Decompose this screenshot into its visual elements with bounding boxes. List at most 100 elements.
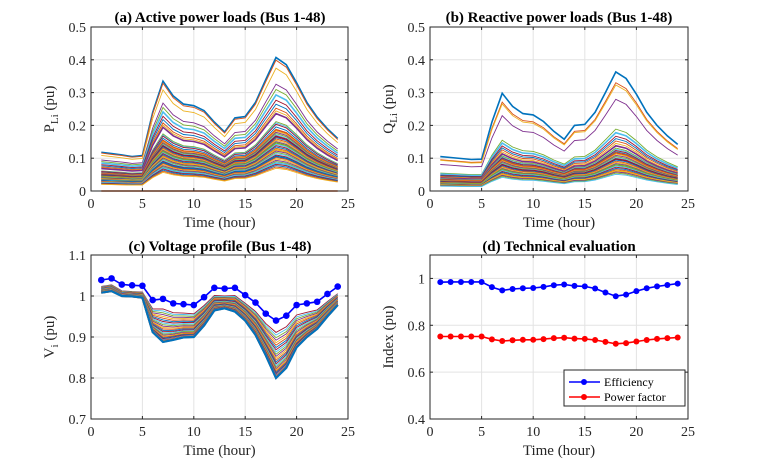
panel-a-active-power: (a) Active power loads (Bus 1-48) 0 5 10 15…	[42, 10, 355, 231]
source-bus-voltage-point	[231, 284, 239, 292]
y-axis-label: Index (pu)	[381, 306, 397, 369]
axes-box	[90, 26, 349, 192]
x-tick-label: 5	[478, 425, 485, 440]
y-axis-label-subscript: i	[49, 344, 61, 347]
load-series-line	[101, 99, 338, 169]
source-bus-voltage-point	[139, 282, 146, 290]
source-bus-voltage-point	[180, 300, 187, 308]
data-point-efficiency	[530, 285, 537, 292]
legend-box	[563, 369, 686, 407]
source-bus-voltage-point	[334, 283, 342, 290]
x-axis-label: Time (hour)	[183, 215, 255, 231]
source-bus-voltage-point	[324, 290, 331, 298]
x-tick-label: 5	[478, 197, 485, 212]
source-bus-voltage-point	[221, 285, 228, 292]
source-bus-voltage-point	[303, 300, 311, 307]
x-tick-label: 20	[290, 425, 304, 440]
legend-marker-efficiency	[581, 379, 587, 385]
data-point-power-factor	[519, 336, 526, 343]
load-series-line	[101, 59, 339, 158]
data-point-power-factor	[488, 336, 495, 343]
y-tick-label: 0.3	[408, 87, 426, 102]
y-tick-label: 0.7	[69, 413, 87, 428]
data-point-efficiency	[581, 283, 588, 290]
y-tick-label: 0.5	[69, 21, 87, 36]
load-series-line	[101, 112, 339, 172]
x-tick-label: 10	[187, 197, 201, 212]
data-point-efficiency	[488, 284, 495, 291]
y-axis-label: QLi (pu)	[381, 84, 400, 133]
panel-d-axes: 0 5 10 15 20 25 0.4 0.6 0.8 1 Time (hour) Index (pu…	[381, 254, 695, 459]
source-bus-voltage-point	[272, 317, 280, 324]
load-series-line	[440, 135, 678, 177]
y-axis-label: Vi (pu)	[42, 316, 61, 359]
data-point-power-factor	[654, 335, 661, 342]
y-axis-label-main: Q	[381, 123, 397, 134]
y-tick-label: 0.4	[408, 54, 426, 69]
source-bus-voltage-point	[97, 276, 105, 284]
data-point-power-factor	[602, 338, 609, 345]
load-series-line	[101, 93, 339, 168]
source-bus-voltage-point	[108, 275, 115, 282]
panel-d-plot-area	[437, 278, 681, 347]
data-point-efficiency	[664, 281, 671, 288]
y-tick-label: 0.3	[69, 87, 87, 102]
y-axis-label-unit: (pu)	[42, 86, 58, 115]
y-tick-label: 0	[79, 185, 86, 200]
x-tick-label: 10	[526, 197, 540, 212]
x-tick-label: 25	[681, 425, 695, 440]
load-series-line	[101, 167, 338, 186]
load-series-line	[101, 103, 338, 170]
source-bus-voltage-point	[252, 299, 259, 306]
panel-c-title: (c) Voltage profile (Bus 1-48)	[128, 239, 311, 255]
y-tick-label: 0.1	[69, 152, 87, 167]
data-point-power-factor	[550, 335, 557, 342]
load-series-line	[101, 107, 338, 171]
panel-c-voltage-profile: (c) Voltage profile (Bus 1-48) 0 5 10 15 20 2…	[42, 239, 355, 459]
data-point-power-factor	[561, 334, 568, 341]
data-point-power-factor	[468, 333, 475, 340]
x-tick-label: 0	[88, 425, 95, 440]
source-bus-voltage-point	[190, 301, 198, 309]
panel-a-axes: 0 5 10 15 20 25 0 0.1 0.2 0.3 0.4 0.5 Time (hour) PLi…	[42, 21, 355, 231]
source-bus-voltage-point	[200, 293, 208, 301]
load-series-line	[440, 131, 679, 177]
y-tick-label: 0.8	[69, 372, 87, 387]
source-bus-voltage-point	[211, 284, 218, 292]
source-bus-voltage-point	[149, 296, 156, 304]
x-tick-label: 10	[526, 425, 540, 440]
data-point-efficiency	[540, 283, 547, 290]
data-point-power-factor	[623, 340, 630, 347]
y-axis-label-unit: (pu)	[381, 84, 397, 113]
y-axis-label: PLi (pu)	[42, 86, 61, 133]
load-series-line	[440, 140, 678, 179]
panel-c-axes: 0 5 10 15 20 25 0.7 0.8 0.9 1 1.1 Time (hour) Vi (pu…	[42, 249, 355, 459]
load-series-line	[440, 138, 678, 178]
data-point-power-factor	[478, 333, 485, 340]
data-point-power-factor	[633, 338, 640, 345]
panel-a-title: (a) Active power loads (Bus 1-48)	[115, 10, 326, 26]
data-point-efficiency	[478, 278, 485, 285]
data-point-efficiency	[561, 281, 568, 288]
voltage-series-line	[101, 289, 339, 380]
x-tick-label: 15	[238, 197, 252, 212]
data-point-efficiency	[519, 285, 526, 292]
data-point-efficiency	[643, 285, 650, 292]
data-point-efficiency	[623, 291, 630, 298]
legend-marker-power-factor	[581, 394, 587, 400]
load-series-line	[101, 83, 338, 164]
data-point-efficiency	[654, 283, 661, 290]
x-tick-label: 0	[427, 197, 434, 212]
y-tick-label: 0.4	[408, 413, 426, 428]
source-bus-voltage-point	[293, 301, 300, 309]
data-point-power-factor	[664, 335, 671, 342]
y-tick-label: 0.8	[408, 319, 426, 334]
load-series-line	[440, 84, 678, 164]
data-point-power-factor	[581, 335, 588, 342]
y-tick-label: 1.1	[69, 249, 87, 264]
data-point-efficiency	[457, 278, 464, 285]
data-point-power-factor	[674, 334, 681, 341]
source-bus-voltage-point	[118, 281, 126, 288]
panel-b-plot-area	[440, 70, 679, 192]
